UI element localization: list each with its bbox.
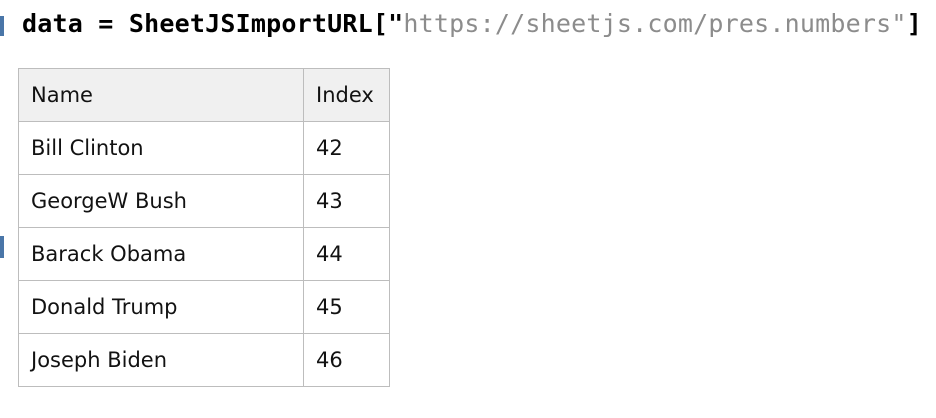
cell-name: Barack Obama xyxy=(18,227,304,281)
output-dataset: Name Index Bill Clinton 42 GeorgeW Bush … xyxy=(18,68,390,387)
code-quote-open: " xyxy=(388,9,404,38)
cell-name: Bill Clinton xyxy=(18,121,304,175)
code-bracket-open: [ xyxy=(372,9,389,38)
dataset-table: Name Index Bill Clinton 42 GeorgeW Bush … xyxy=(18,68,390,387)
table-header: Name Index xyxy=(18,68,390,122)
cell-name: Donald Trump xyxy=(18,280,304,334)
code-function-name: SheetJSImportURL xyxy=(128,9,373,38)
table-body: Bill Clinton 42 GeorgeW Bush 43 Barack O… xyxy=(18,121,390,387)
cell-index: 45 xyxy=(303,280,390,334)
column-header-name: Name xyxy=(18,68,304,122)
code-space xyxy=(114,9,129,38)
cell-index: 46 xyxy=(303,333,390,387)
output-cell-marker[interactable] xyxy=(0,236,4,258)
table-row: GeorgeW Bush 43 xyxy=(18,174,390,228)
cell-name: Joseph Biden xyxy=(18,333,304,387)
column-header-index: Index xyxy=(303,68,390,122)
code-quote-close: " xyxy=(891,9,907,38)
table-header-row: Name Index xyxy=(18,68,390,122)
cell-name: GeorgeW Bush xyxy=(18,174,304,228)
table-row: Bill Clinton 42 xyxy=(18,121,390,175)
code-url-string: https://sheetjs.com/pres.numbers xyxy=(403,9,892,38)
table-row: Donald Trump 45 xyxy=(18,280,390,334)
code-bracket-close: ] xyxy=(906,9,922,38)
code-variable: data xyxy=(22,9,84,38)
cell-index: 44 xyxy=(303,227,390,281)
table-row: Barack Obama 44 xyxy=(18,227,390,281)
code-input-line[interactable]: data = SheetJSImportURL["https://sheetjs… xyxy=(22,8,922,40)
table-row: Joseph Biden 46 xyxy=(18,333,390,387)
code-assignment-operator xyxy=(83,9,98,38)
code-operator: = xyxy=(98,9,114,38)
cell-index: 42 xyxy=(303,121,390,175)
input-cell-marker[interactable] xyxy=(0,16,4,36)
cell-index: 43 xyxy=(303,174,390,228)
